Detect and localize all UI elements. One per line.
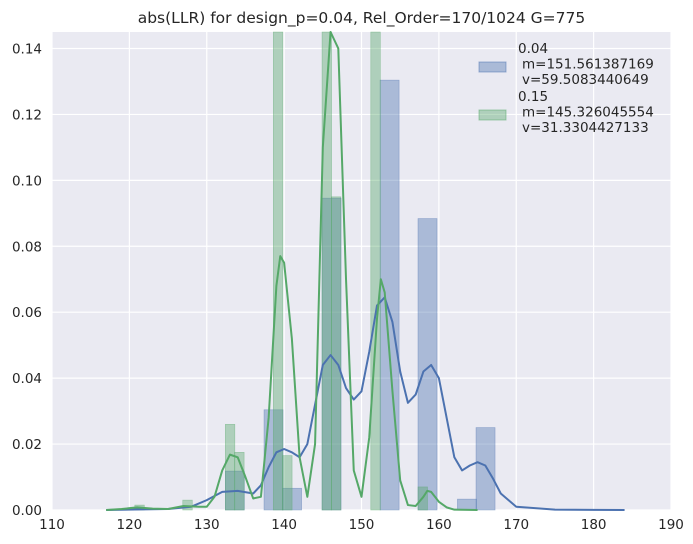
legend-swatch-series-1 (478, 61, 507, 73)
legend-label-series-1: 0.04 (518, 41, 548, 57)
histogram-bar-series-2 (182, 499, 193, 511)
x-tick-label: 120 (116, 517, 142, 533)
y-tick-label: 0.00 (12, 503, 42, 519)
legend-label-series-1: m=151.561387169 (522, 57, 654, 73)
kde-line-series-1 (106, 296, 625, 511)
histogram-bar-series-2 (321, 31, 332, 511)
x-tick-label: 150 (349, 517, 375, 533)
x-tick-labels: 110 120 130 140 150 160 170 180 190 (39, 517, 684, 533)
y-tick-label: 0.12 (12, 107, 42, 123)
histogram-bar-series-2 (370, 31, 381, 511)
y-tick-label: 0.08 (12, 239, 42, 255)
x-tick-label: 160 (426, 517, 452, 533)
kde-line-series-2 (106, 31, 478, 511)
x-tick-label: 140 (271, 517, 297, 533)
kde-curves (106, 31, 625, 511)
legend-label-series-2: v=31.3304427133 (522, 120, 649, 136)
x-tick-label: 180 (581, 517, 607, 533)
x-tick-label: 190 (658, 517, 684, 533)
histogram-bar-series-2 (234, 452, 245, 511)
legend-label-series-1: v=59.5083440649 (522, 72, 649, 88)
y-tick-labels: 0.00 0.02 0.04 0.06 0.08 0.10 0.12 0.14 (12, 41, 42, 519)
histogram-bar-series-2 (225, 423, 236, 511)
x-tick-label: 170 (503, 517, 529, 533)
y-tick-label: 0.04 (12, 371, 42, 387)
histogram-bar-series-1 (475, 427, 496, 511)
legend: 0.04m=151.561387169v=59.50834406490.15m=… (478, 41, 654, 136)
x-tick-label: 110 (39, 517, 65, 533)
y-tick-label: 0.14 (12, 41, 42, 57)
histogram-bar-series-1 (417, 218, 438, 511)
y-tick-label: 0.10 (12, 173, 42, 189)
y-tick-label: 0.06 (12, 305, 42, 321)
y-tick-label: 0.02 (12, 437, 42, 453)
histogram-bar-series-2 (282, 455, 293, 511)
legend-label-series-2: 0.15 (518, 89, 548, 105)
histogram-bar-series-2 (331, 196, 342, 511)
histogram-bar-series-1 (457, 498, 477, 511)
x-tick-label: 130 (194, 517, 220, 533)
legend-swatch-series-2 (478, 109, 507, 121)
chart-title: abs(LLR) for design_p=0.04, Rel_Order=17… (138, 9, 586, 28)
legend-label-series-2: m=145.326045554 (522, 105, 654, 121)
